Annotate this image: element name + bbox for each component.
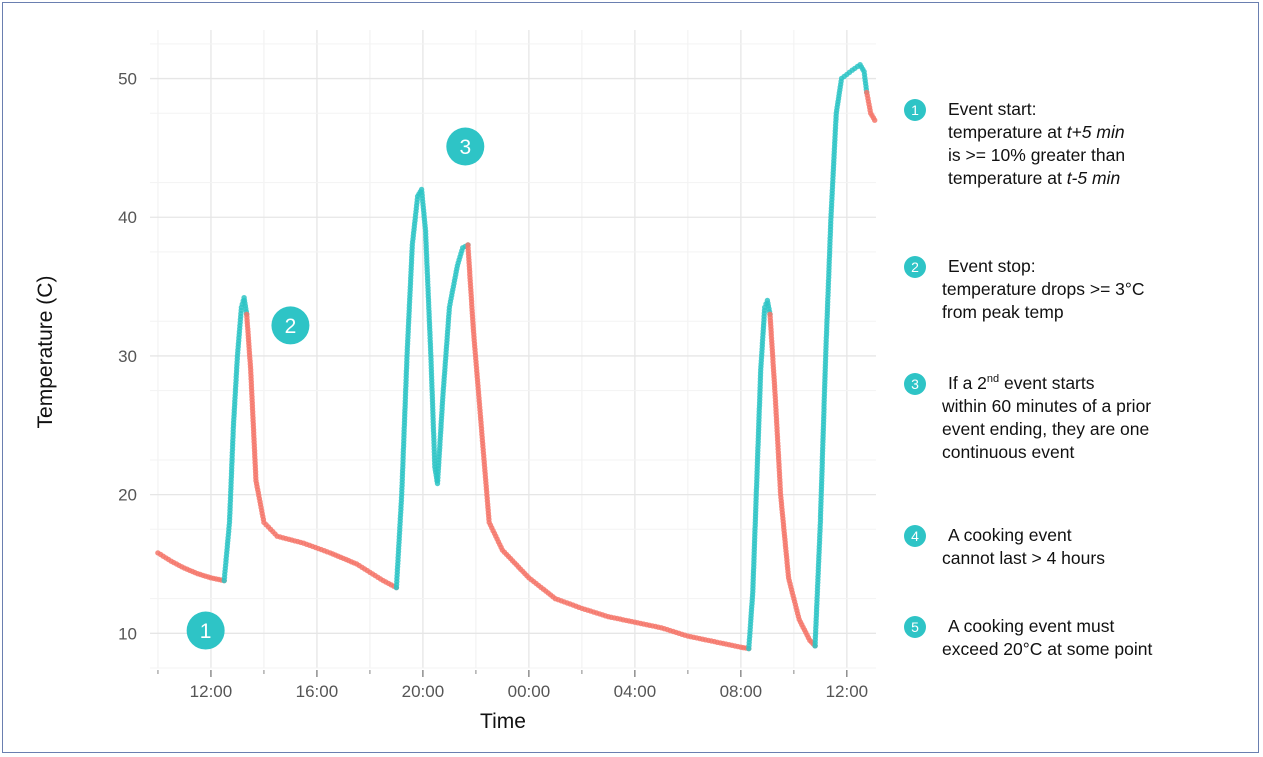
legend-1-line-2a: temperature at (948, 122, 1062, 142)
x-tick-label: 12:00 (190, 682, 233, 701)
legend-5-line-1: A cooking event must (948, 616, 1115, 636)
axes: 10 20 30 40 50 12:00 16:00 20:00 00:00 04:00 08:00… (118, 70, 868, 701)
marker-3-label: 3 (459, 136, 471, 159)
x-tick-label: 00:00 (508, 682, 551, 701)
annotation-markers: 1 2 3 (186, 127, 485, 650)
marker-3-circle (446, 127, 485, 166)
legend-1-line-2b: t+5 min (1066, 122, 1125, 142)
grid (150, 30, 876, 669)
marker-2-circle (271, 306, 310, 345)
x-tick-label: 12:00 (826, 682, 869, 701)
legend-badge-1: 1 (904, 99, 926, 121)
legend-1-line-4b: t-5 min (1066, 168, 1121, 188)
marker-2-label: 2 (285, 315, 297, 338)
legend-badge-4: 4 (904, 525, 926, 547)
legend-2-line-1: Event stop: (948, 256, 1036, 276)
y-axis-title: Temperature (C) (34, 276, 57, 429)
legend-4-line-2: cannot last > 4 hours (942, 548, 1105, 568)
legend-3-line-1a: If a 2 (948, 373, 987, 393)
legend-item-2: 2 Event stop: temperature drops >= 3°C f… (904, 255, 1145, 324)
legend-2-line-2: temperature drops >= 3°C (942, 279, 1145, 299)
y-tick-label: 30 (118, 347, 137, 366)
y-tick-label: 50 (118, 70, 137, 89)
legend-item-5: 5 A cooking event must exceed 20°C at so… (904, 615, 1152, 661)
marker-1-label: 1 (200, 620, 212, 643)
legend-3-line-4: continuous event (942, 442, 1075, 462)
legend-3-line-2: within 60 minutes of a prior (942, 396, 1152, 416)
legend-2-line-3: from peak temp (942, 302, 1064, 322)
non-event-point (872, 117, 878, 123)
x-axis-title: Time (480, 710, 526, 733)
legend-3-line-3: event ending, they are one (942, 419, 1150, 439)
legend-1-line-4a: temperature at (948, 168, 1062, 188)
marker-1-circle (186, 611, 225, 650)
legend-3-line-1c: event starts (999, 373, 1095, 393)
y-tick-label: 20 (118, 486, 137, 505)
legend-item-3: 3 If a 2nd event starts within 60 minute… (904, 372, 1151, 464)
legend-1-line-1: Event start: (948, 99, 1037, 119)
legend-badge-5: 5 (904, 616, 926, 638)
x-tick-label: 16:00 (296, 682, 339, 701)
legend-item-1: 1 Event start: temperature at t+5 min is… (904, 98, 1125, 190)
legend-1-line-3: is >= 10% greater than (948, 145, 1126, 165)
legend-3-line-1b: nd (986, 373, 1000, 386)
x-tick-label: 08:00 (720, 682, 763, 701)
y-tick-label: 40 (118, 208, 137, 227)
legend-item-4: 4 A cooking event cannot last > 4 hours (904, 524, 1105, 570)
x-tick-label: 20:00 (402, 682, 445, 701)
legend-4-line-1: A cooking event (948, 525, 1072, 545)
legend-5-line-2: exceed 20°C at some point (942, 639, 1153, 659)
x-tick-label: 04:00 (614, 682, 657, 701)
data-points (155, 61, 878, 652)
legend-badge-3: 3 (904, 373, 926, 395)
legend-badge-2: 2 (904, 256, 926, 278)
y-tick-label: 10 (118, 624, 137, 643)
